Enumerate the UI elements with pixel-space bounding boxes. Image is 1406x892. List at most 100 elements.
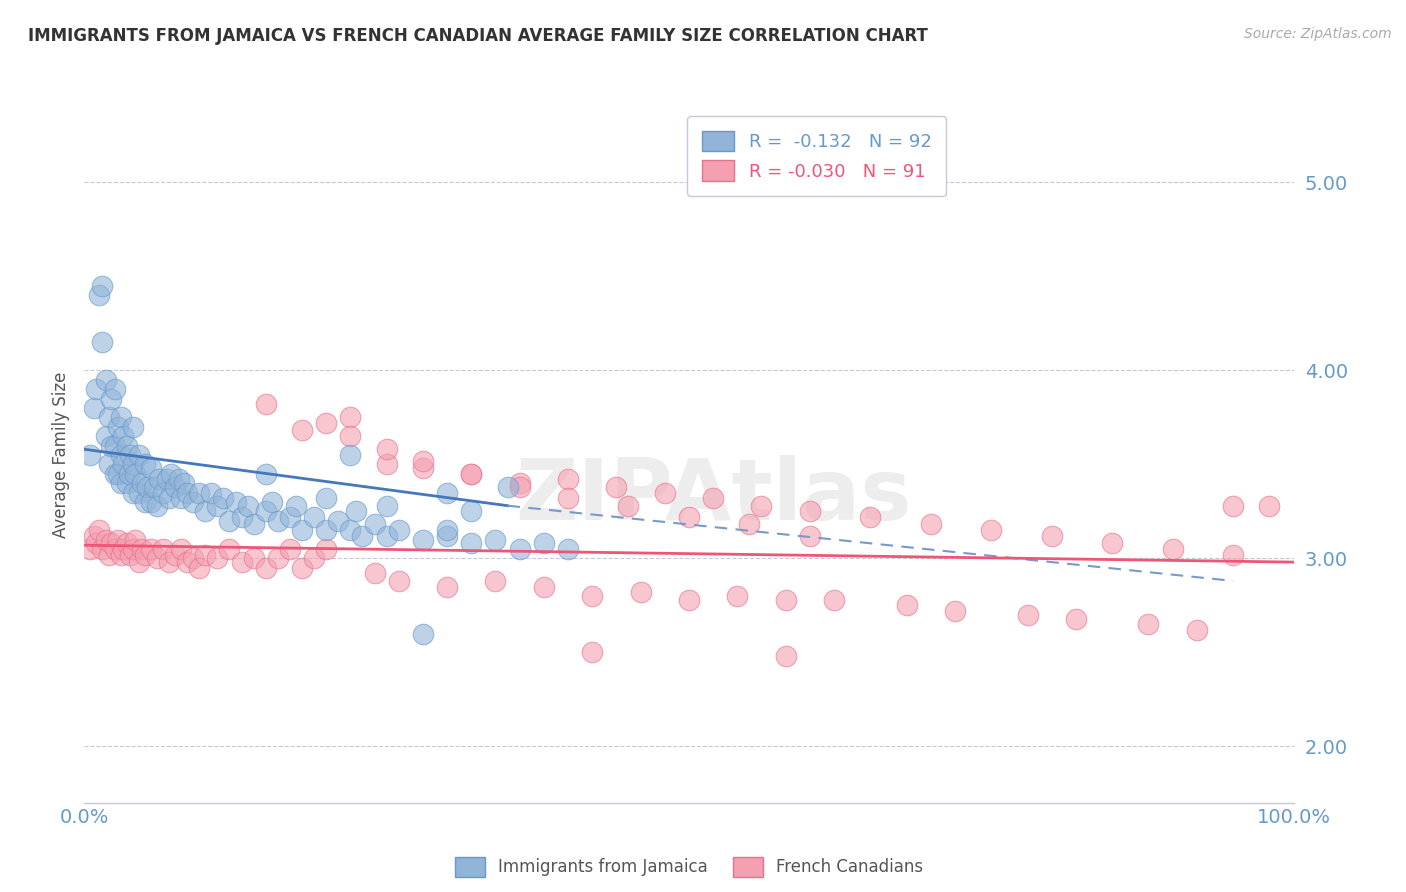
Point: [581, 589, 603, 603]
Point: [94, 429, 117, 443]
Point: [1222, 499, 1244, 513]
Point: [284, 499, 308, 513]
Point: [509, 541, 531, 556]
Point: [496, 480, 519, 494]
Point: [254, 560, 277, 574]
Point: [194, 504, 217, 518]
Point: [775, 649, 797, 664]
Point: [120, 448, 142, 462]
Point: [86, 536, 108, 550]
Point: [339, 410, 361, 425]
Point: [278, 510, 301, 524]
Point: [87, 523, 110, 537]
Point: [107, 533, 129, 547]
Point: [557, 541, 579, 556]
Point: [94, 533, 117, 547]
Point: [436, 580, 458, 594]
Point: [163, 548, 186, 562]
Point: [121, 458, 143, 472]
Point: [139, 541, 162, 556]
Point: [725, 589, 748, 603]
Point: [484, 574, 506, 588]
Point: [86, 382, 108, 396]
Point: [173, 476, 195, 491]
Point: [291, 560, 314, 574]
Point: [160, 467, 183, 481]
Point: [104, 382, 127, 396]
Point: [412, 626, 434, 640]
Point: [152, 485, 174, 500]
Point: [136, 480, 159, 494]
Point: [115, 438, 138, 452]
Point: [188, 560, 211, 574]
Point: [533, 580, 555, 594]
Point: [157, 555, 180, 569]
Point: [302, 510, 325, 524]
Point: [254, 504, 277, 518]
Point: [267, 551, 290, 566]
Text: Source: ZipAtlas.com: Source: ZipAtlas.com: [1244, 27, 1392, 41]
Point: [339, 448, 361, 462]
Point: [339, 429, 361, 443]
Point: [436, 485, 458, 500]
Point: [412, 453, 434, 467]
Point: [630, 585, 652, 599]
Point: [83, 401, 105, 415]
Point: [225, 495, 247, 509]
Point: [146, 499, 169, 513]
Point: [155, 472, 177, 486]
Y-axis label: Average Family Size: Average Family Size: [52, 372, 70, 538]
Point: [112, 458, 135, 472]
Point: [484, 533, 506, 547]
Point: [134, 458, 156, 472]
Point: [943, 604, 966, 618]
Point: [291, 523, 314, 537]
Point: [121, 485, 143, 500]
Point: [167, 472, 190, 486]
Point: [460, 536, 482, 550]
Point: [260, 495, 283, 509]
Point: [363, 517, 385, 532]
Point: [97, 458, 120, 472]
Point: [859, 510, 882, 524]
Point: [388, 523, 411, 537]
Point: [509, 476, 531, 491]
Point: [896, 599, 918, 613]
Point: [218, 541, 240, 556]
Point: [97, 410, 120, 425]
Point: [170, 541, 193, 556]
Point: [920, 517, 942, 532]
Point: [533, 536, 555, 550]
Point: [751, 499, 773, 513]
Point: [509, 480, 531, 494]
Point: [254, 397, 277, 411]
Point: [104, 541, 127, 556]
Point: [200, 485, 222, 500]
Point: [110, 448, 132, 462]
Point: [115, 476, 138, 491]
Point: [104, 438, 127, 452]
Point: [375, 442, 398, 457]
Point: [79, 448, 101, 462]
Point: [557, 491, 579, 505]
Point: [143, 480, 166, 494]
Point: [157, 491, 180, 505]
Point: [231, 555, 253, 569]
Point: [87, 288, 110, 302]
Point: [112, 541, 135, 556]
Point: [1137, 617, 1160, 632]
Point: [278, 541, 301, 556]
Point: [375, 458, 398, 472]
Point: [97, 548, 120, 562]
Point: [436, 529, 458, 543]
Point: [823, 592, 845, 607]
Point: [1017, 607, 1039, 622]
Point: [94, 373, 117, 387]
Point: [107, 419, 129, 434]
Point: [188, 485, 211, 500]
Point: [128, 448, 150, 462]
Point: [617, 499, 640, 513]
Point: [412, 533, 434, 547]
Point: [181, 551, 204, 566]
Point: [799, 504, 821, 518]
